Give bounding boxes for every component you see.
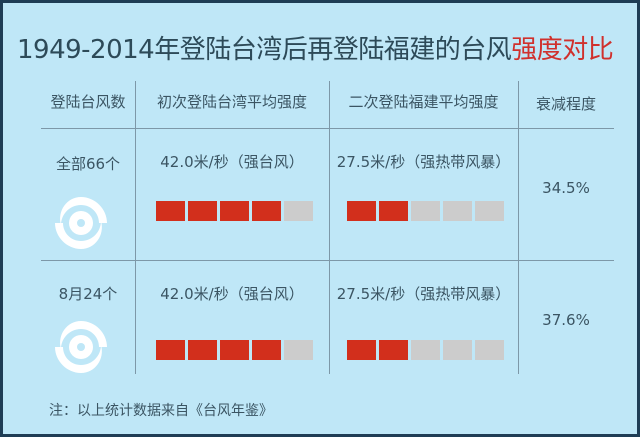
bar-segment-filled xyxy=(252,201,281,221)
bar-segment-filled xyxy=(347,340,376,360)
bar-segment-filled xyxy=(188,201,217,221)
row-count: 8月24个 xyxy=(58,285,118,303)
column-divider xyxy=(135,81,136,374)
bar-segment-empty xyxy=(443,340,472,360)
bar-segment-filled xyxy=(379,201,408,221)
taiwan-strength-bar xyxy=(156,201,313,221)
taiwan-strength-bar xyxy=(156,340,313,360)
page-title: 1949-2014年登陆台湾后再登陆福建的台风强度对比 xyxy=(17,29,614,66)
header-fujian: 二次登陆福建平均强度 xyxy=(348,93,499,111)
title-main: 1949-2014年登陆台湾后再登陆福建的台风 xyxy=(17,35,512,65)
row-decay: 34.5% xyxy=(542,179,590,197)
row-fujian-speed: 27.5米/秒（强热带风暴） xyxy=(336,153,511,171)
bar-segment-empty xyxy=(284,340,313,360)
bar-segment-filled xyxy=(252,340,281,360)
bar-segment-filled xyxy=(347,201,376,221)
row-taiwan-speed: 42.0米/秒（强台风） xyxy=(160,153,304,171)
bar-segment-filled xyxy=(188,340,217,360)
bar-segment-filled xyxy=(379,340,408,360)
column-divider xyxy=(329,81,330,374)
row-count: 全部66个 xyxy=(55,155,121,173)
fujian-strength-bar xyxy=(347,340,504,360)
header-taiwan: 初次登陆台湾平均强度 xyxy=(156,93,307,111)
header-decay: 衰减程度 xyxy=(535,95,596,113)
row-fujian-speed: 27.5米/秒（强热带风暴） xyxy=(336,285,511,303)
fujian-strength-bar xyxy=(347,201,504,221)
source-note: 注：以上统计数据来自《台风年鉴》 xyxy=(49,403,273,419)
row-divider xyxy=(41,128,614,129)
bar-segment-empty xyxy=(411,340,440,360)
bar-segment-empty xyxy=(411,201,440,221)
row-decay: 37.6% xyxy=(542,311,590,329)
typhoon-icon xyxy=(55,197,107,249)
bar-segment-empty xyxy=(475,340,504,360)
bar-segment-empty xyxy=(475,201,504,221)
column-divider xyxy=(518,81,519,374)
typhoon-icon xyxy=(55,321,107,373)
bar-segment-filled xyxy=(220,340,249,360)
header-count: 登陆台风数 xyxy=(50,93,126,111)
title-highlight: 强度对比 xyxy=(511,35,614,65)
row-taiwan-speed: 42.0米/秒（强台风） xyxy=(160,285,304,303)
row-divider xyxy=(41,260,614,261)
bar-segment-empty xyxy=(284,201,313,221)
bar-segment-empty xyxy=(443,201,472,221)
bar-segment-filled xyxy=(220,201,249,221)
bar-segment-filled xyxy=(156,340,185,360)
bar-segment-filled xyxy=(156,201,185,221)
